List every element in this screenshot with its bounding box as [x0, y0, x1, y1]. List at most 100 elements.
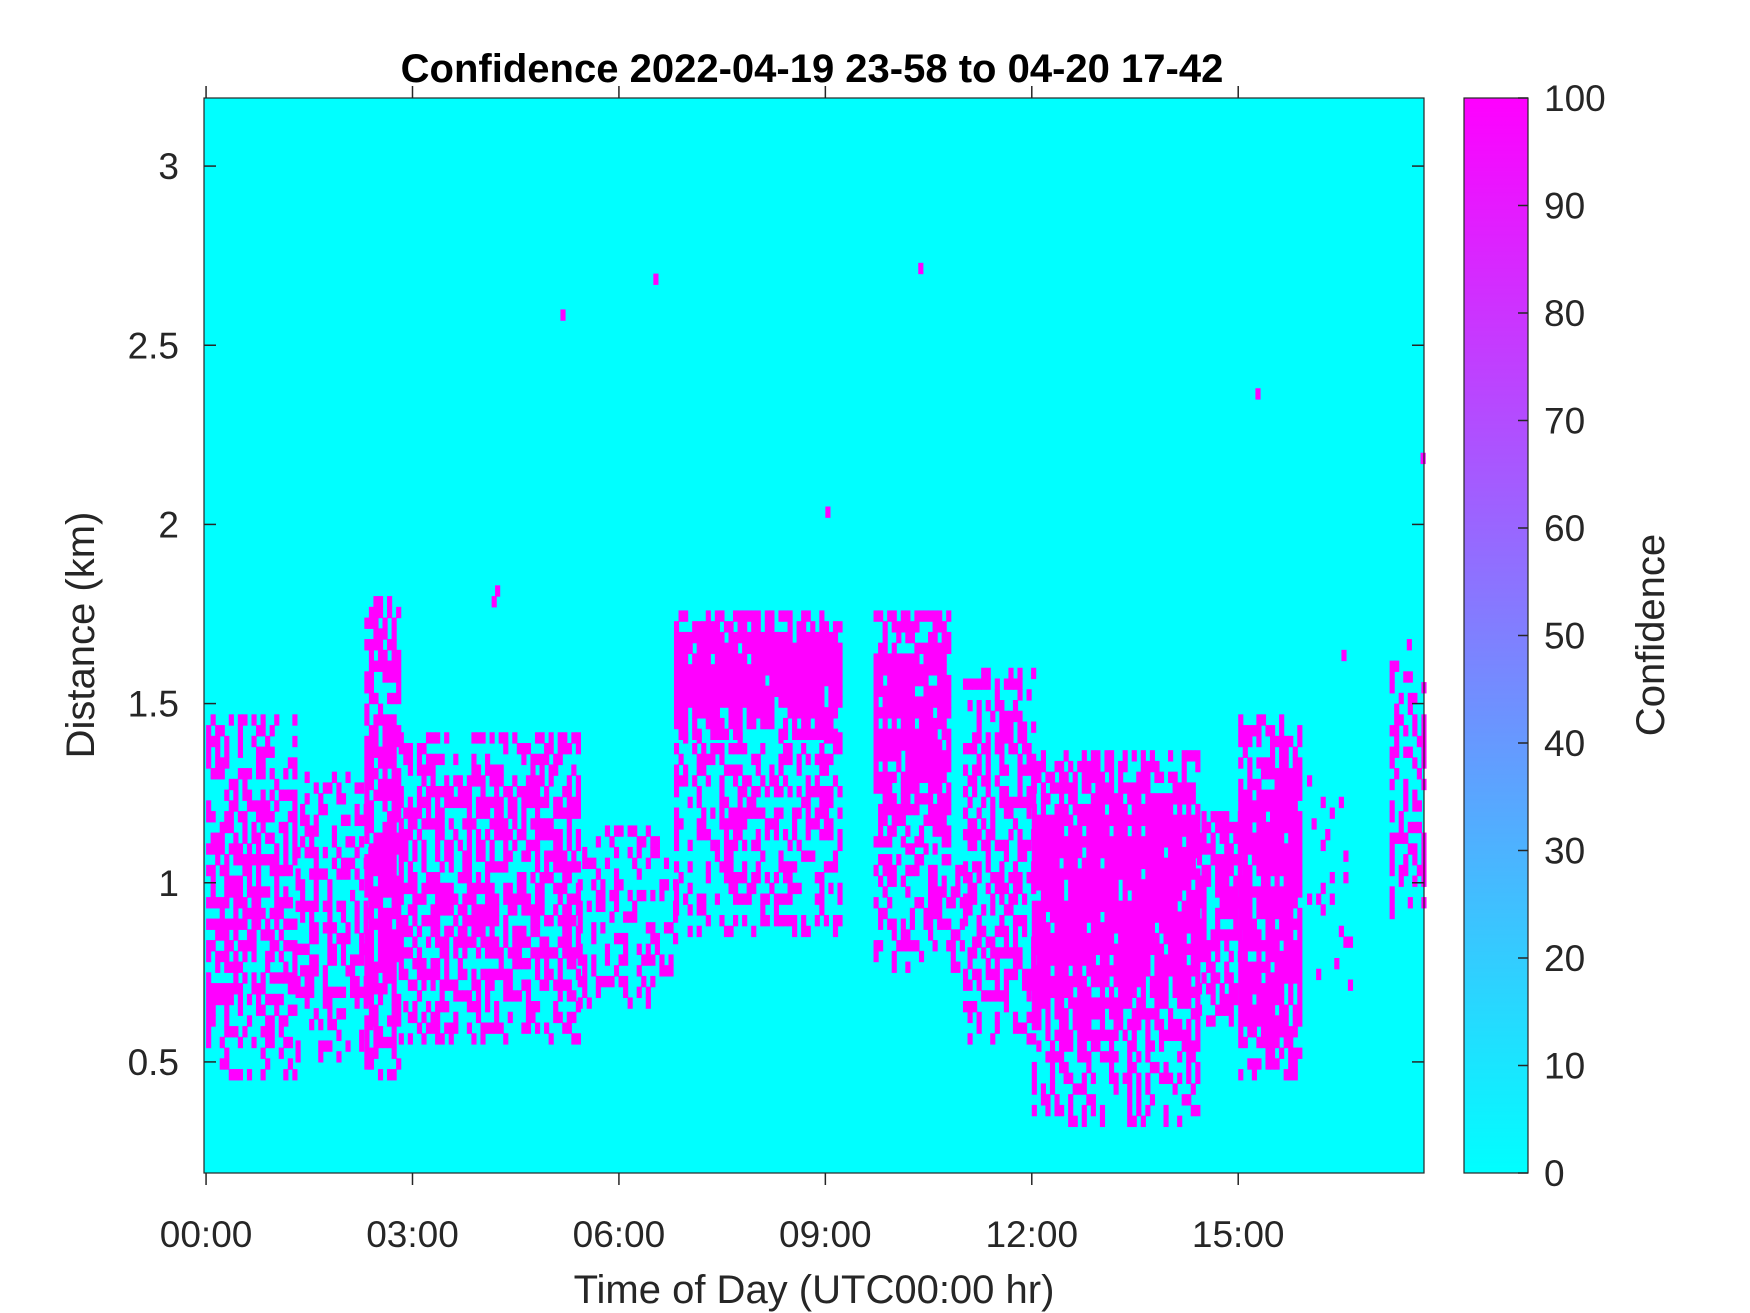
detection-cell	[755, 839, 761, 852]
detection-cell	[1131, 825, 1137, 837]
detection-cell	[430, 979, 436, 991]
detection-cell	[755, 621, 761, 633]
detection-cell	[719, 696, 725, 708]
detection-cell	[981, 904, 987, 916]
detection-cell	[1086, 997, 1092, 1009]
detection-cell	[1279, 1026, 1285, 1038]
detection-cell	[228, 940, 234, 952]
detection-cell	[1158, 922, 1165, 934]
detection-cell	[891, 664, 897, 676]
detection-cell	[1158, 1018, 1165, 1031]
detection-cell	[941, 836, 947, 848]
detection-cell	[382, 886, 388, 898]
detection-cell	[733, 685, 739, 698]
detection-cell	[407, 979, 413, 991]
detection-cell	[269, 811, 275, 823]
detection-cell	[1145, 782, 1151, 794]
detection-cell	[377, 789, 384, 801]
detection-cell	[466, 915, 472, 927]
detection-cell	[742, 807, 748, 819]
detection-cell	[377, 778, 384, 791]
detection-cell	[1008, 947, 1014, 959]
detection-cell	[600, 975, 606, 988]
detection-cell	[828, 664, 834, 676]
detection-cell	[742, 610, 748, 622]
detection-cell	[1196, 875, 1203, 887]
detection-cell	[1242, 789, 1248, 801]
detection-cell	[373, 606, 379, 619]
detection-cell	[1090, 1094, 1096, 1106]
detection-cell	[439, 829, 445, 841]
detection-cell	[489, 882, 495, 895]
detection-cell	[976, 915, 982, 927]
detection-cell	[1224, 1004, 1230, 1016]
detection-cell	[1242, 929, 1248, 941]
detection-cell	[1127, 911, 1133, 923]
detection-cell	[368, 879, 374, 891]
detection-cell	[728, 807, 734, 819]
detection-cell	[345, 922, 351, 934]
detection-cell	[373, 746, 379, 758]
detection-cell	[475, 732, 482, 744]
detection-cell	[636, 986, 642, 999]
detection-cell	[1172, 1029, 1178, 1042]
detection-cell	[278, 864, 284, 877]
detection-cell	[941, 631, 947, 644]
detection-cell	[882, 696, 888, 708]
detection-cell	[887, 782, 893, 794]
detection-cell	[837, 743, 843, 755]
detection-cell	[287, 757, 293, 769]
detection-cell	[1260, 843, 1267, 855]
detection-cell	[654, 932, 660, 945]
detection-cell	[364, 1047, 370, 1059]
detection-cell	[891, 621, 897, 633]
detection-cell	[396, 929, 402, 941]
detection-cell	[485, 990, 491, 1002]
detection-cell	[1247, 983, 1253, 995]
detection-cell	[480, 882, 486, 895]
detection-cell	[233, 950, 239, 963]
detection-cell	[1127, 943, 1133, 956]
detection-cell	[1283, 800, 1289, 812]
detection-cell	[331, 836, 337, 848]
detection-cell	[1403, 832, 1409, 844]
detection-cell	[705, 753, 711, 766]
detection-cell	[1145, 1008, 1151, 1020]
detection-cell	[557, 807, 563, 819]
detection-cell	[350, 986, 356, 999]
detection-cell	[1131, 782, 1137, 794]
detection-cell	[1086, 782, 1092, 794]
detection-cell	[1228, 929, 1234, 941]
detection-cell	[1127, 879, 1133, 891]
detection-cell	[295, 868, 301, 880]
detection-cell	[882, 793, 888, 805]
detection-cell	[1003, 710, 1009, 723]
detection-cell	[1215, 929, 1221, 941]
detection-cell	[1251, 800, 1257, 812]
detection-cell	[278, 972, 284, 984]
detection-cell	[1186, 782, 1192, 794]
detection-cell	[396, 993, 402, 1006]
detection-cell	[1292, 897, 1298, 909]
detection-cell	[453, 915, 459, 927]
detection-cell	[878, 875, 884, 887]
detection-cell	[1190, 825, 1196, 837]
detection-cell	[387, 811, 393, 823]
detection-cell	[909, 674, 915, 687]
y-axis: 0.511.522.53	[128, 146, 1424, 1083]
detection-cell	[796, 882, 802, 895]
detection-cell	[1081, 889, 1087, 902]
detection-cell	[782, 915, 789, 927]
detection-cell	[819, 728, 825, 741]
detection-cell	[283, 940, 289, 952]
detection-cell	[909, 760, 915, 773]
detection-cell	[1081, 943, 1087, 956]
detection-cell	[1113, 889, 1119, 902]
detection-cell	[336, 900, 342, 913]
detection-cell	[1242, 725, 1248, 737]
detection-cell	[416, 753, 423, 766]
detection-cell	[475, 872, 482, 884]
detection-cell	[1238, 800, 1244, 812]
detection-cell	[498, 947, 504, 959]
detection-cell	[914, 793, 920, 805]
